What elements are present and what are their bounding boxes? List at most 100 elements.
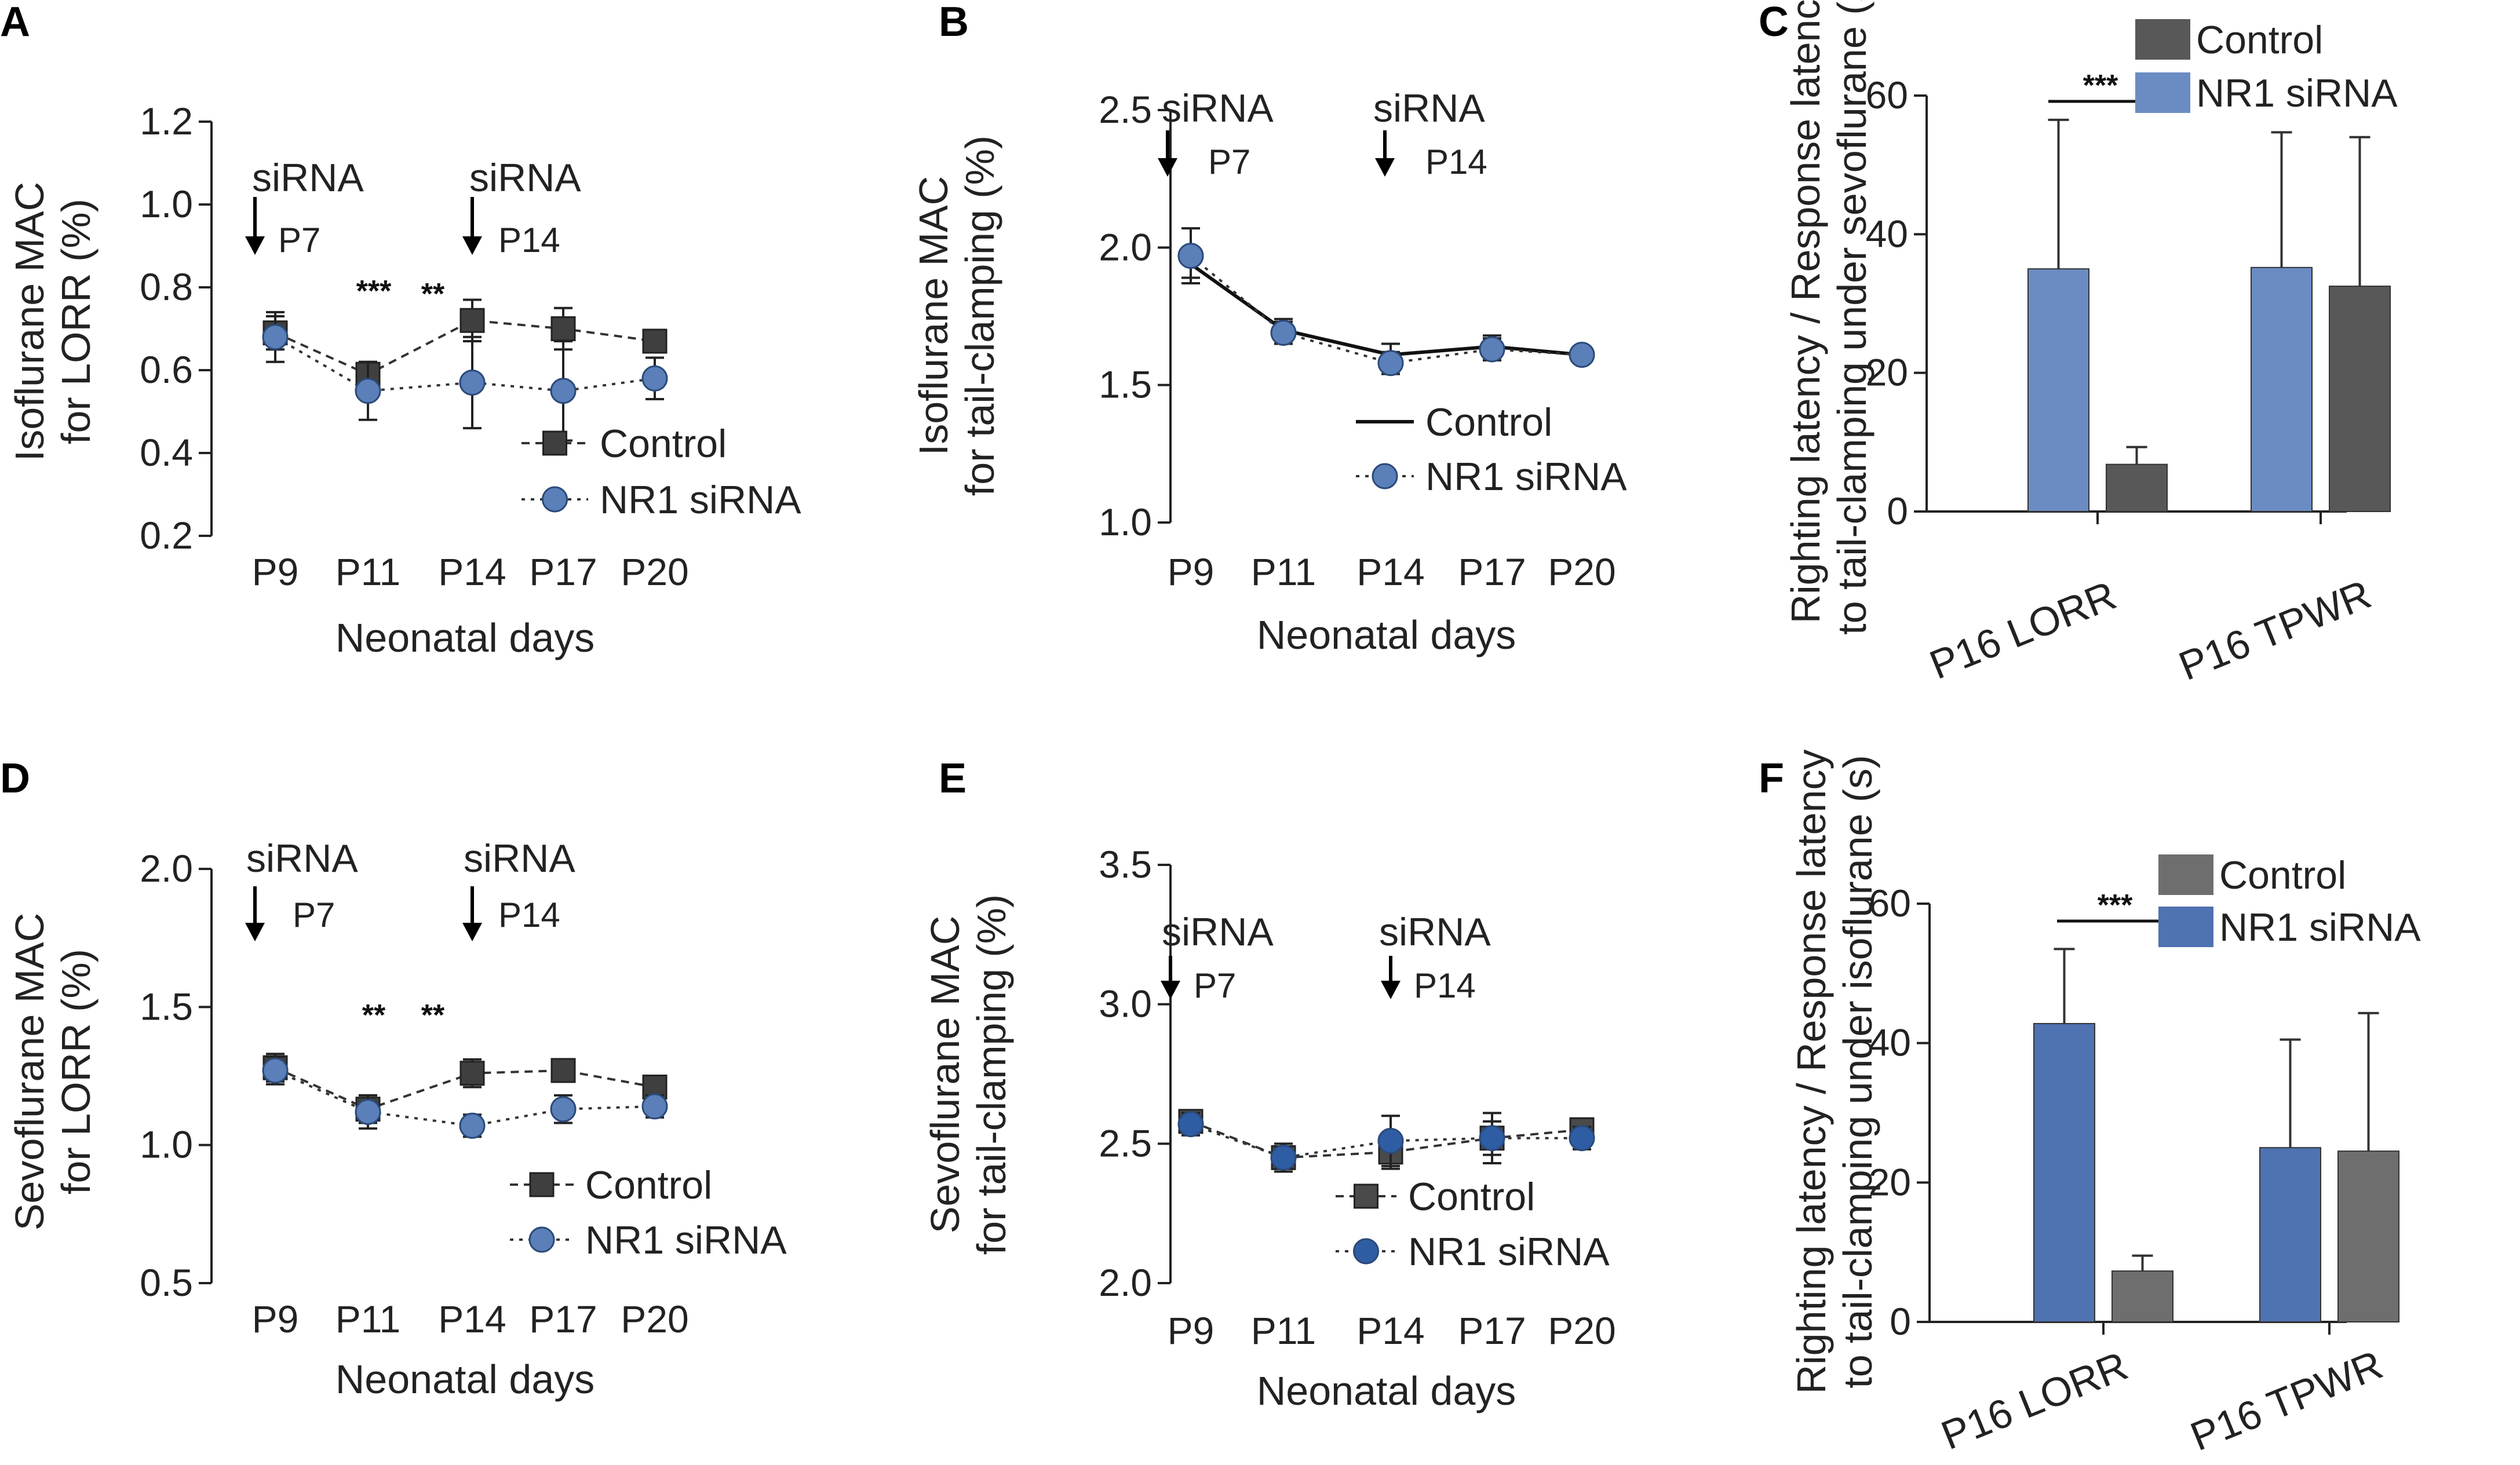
bar-control xyxy=(2329,286,2391,512)
legend-label: NR1 siRNA xyxy=(2196,71,2398,115)
x-tick-label: P17 xyxy=(1458,550,1526,593)
y-axis-title-line-2: for tail-clamping (%) xyxy=(957,136,1002,496)
data-point-nr1-sirna xyxy=(1177,243,1204,269)
sirna-day-label: P14 xyxy=(1425,143,1487,181)
y-tick-label: 1.0 xyxy=(1099,500,1152,543)
sirna-day-label: P7 xyxy=(1208,143,1250,181)
significance-stars: ** xyxy=(362,999,386,1032)
x-tick-label: P20 xyxy=(621,1298,688,1340)
sirna-annotation-label: siRNA xyxy=(1379,910,1491,954)
series-line-control xyxy=(275,319,655,376)
data-point-nr1-sirna xyxy=(1377,350,1404,377)
panel-letter: F xyxy=(1759,755,1784,802)
y-tick-label: 40 xyxy=(1869,1021,1911,1064)
sirna-annotation-label: siRNA xyxy=(1162,86,1274,130)
data-point-nr1-sirna xyxy=(1377,1128,1404,1155)
y-tick-label: 20 xyxy=(1869,1160,1911,1203)
x-tick-label: P9 xyxy=(1168,1309,1215,1352)
y-tick-label: 1.5 xyxy=(1099,363,1152,406)
legend-swatch xyxy=(2135,19,2190,60)
data-point-nr1-sirna xyxy=(550,1096,577,1123)
x-tick-label: P11 xyxy=(1251,550,1316,593)
data-point-control xyxy=(550,316,576,341)
y-tick-label: 2.0 xyxy=(140,847,193,890)
data-point-nr1-sirna xyxy=(641,1093,668,1120)
legend-marker xyxy=(1354,1183,1378,1209)
y-tick-label: 1.0 xyxy=(140,1123,193,1166)
y-tick-label: 1.0 xyxy=(140,182,193,225)
significance-stars: *** xyxy=(2083,69,2118,103)
y-tick-label: 0 xyxy=(1890,1300,1911,1343)
y-tick-label: 0.6 xyxy=(140,348,193,391)
x-axis-title: Neonatal days xyxy=(335,615,595,660)
legend-label: Control xyxy=(2196,18,2323,62)
y-tick-label: 60 xyxy=(1869,882,1911,925)
bar-nr1-sirna xyxy=(2027,268,2089,512)
y-axis-title-line-1: Sevoflurane MAC xyxy=(7,913,52,1231)
legend-label: Control xyxy=(600,422,727,466)
y-tick-label: 2.0 xyxy=(1099,225,1152,268)
legend-label: Control xyxy=(2219,853,2346,897)
y-axis-title-line-1: Isoflurane MAC xyxy=(911,176,956,455)
x-tick-label: P11 xyxy=(335,550,401,593)
sirna-day-label: P7 xyxy=(278,221,320,260)
data-point-control xyxy=(550,1058,576,1083)
y-axis-title-line-2: for LORR (%) xyxy=(53,949,99,1194)
sirna-arrow-head xyxy=(1375,158,1395,177)
y-tick-label: 20 xyxy=(1866,351,1908,394)
legend-label: Control xyxy=(1425,400,1552,444)
x-tick-label: P9 xyxy=(252,1298,299,1340)
y-axis-title-line-2: for LORR (%) xyxy=(53,199,99,444)
y-axis-title-line-1: Righting latency / Response latency xyxy=(1789,750,1834,1394)
data-point-nr1-sirna xyxy=(459,1112,486,1139)
y-tick-label: 40 xyxy=(1866,212,1908,255)
legend-marker xyxy=(1353,1238,1379,1265)
significance-stars: ** xyxy=(421,999,445,1032)
sirna-annotation-label: siRNA xyxy=(246,836,358,881)
series-line-nr1-sirna xyxy=(274,336,655,392)
legend-label: NR1 siRNA xyxy=(1408,1230,1610,1274)
y-axis-title: Righting latency / Response latencyto ta… xyxy=(1783,0,1874,635)
legend-label: NR1 siRNA xyxy=(2219,905,2421,949)
y-tick-label: 0.5 xyxy=(140,1261,193,1304)
x-tick-label: P14 xyxy=(1356,1309,1424,1352)
significance-stars: *** xyxy=(2098,889,2133,922)
data-point-nr1-sirna xyxy=(1569,341,1595,368)
y-tick-label: 0 xyxy=(1887,489,1908,532)
data-point-control xyxy=(459,1061,485,1086)
data-point-nr1-sirna xyxy=(262,1057,289,1084)
significance-stars: *** xyxy=(356,275,392,308)
legend-label: Control xyxy=(1408,1175,1535,1219)
data-point-nr1-sirna xyxy=(1177,1111,1204,1138)
sirna-arrow-head xyxy=(462,923,482,941)
y-axis-title: Isoflurane MACfor tail-clamping (%) xyxy=(911,136,1002,496)
y-tick-label: 1.5 xyxy=(140,985,193,1028)
panel-d: D 0.5 1.0 1.5 2.0 Sevoflurane MACfor LORR (%)… xyxy=(0,755,787,1402)
y-tick-label: 3.0 xyxy=(1099,982,1152,1025)
legend-label: NR1 siRNA xyxy=(1425,455,1627,499)
x-tick-label: P9 xyxy=(252,550,299,593)
data-point-control xyxy=(459,308,485,333)
y-axis-title: Righting latency / Response latencyto ta… xyxy=(1789,750,1880,1394)
sirna-day-label: P7 xyxy=(293,896,335,934)
x-axis-title: Neonatal days xyxy=(335,1357,595,1402)
data-point-nr1-sirna xyxy=(459,369,486,396)
sirna-arrow-head xyxy=(462,236,482,255)
legend-swatch xyxy=(2158,854,2213,895)
y-axis-title-line-2: to tail-clamping under sevoflurane (s) xyxy=(1829,0,1874,635)
legend-label: Control xyxy=(585,1163,712,1207)
legend-marker xyxy=(529,1172,555,1197)
sirna-arrow-head xyxy=(245,923,265,941)
y-tick-label: 60 xyxy=(1866,74,1908,116)
panel-letter: A xyxy=(0,0,30,45)
sirna-annotation-label: siRNA xyxy=(252,156,364,200)
y-tick-label: 1.2 xyxy=(140,100,193,143)
y-tick-label: 2.5 xyxy=(1099,1121,1152,1164)
legend-marker xyxy=(542,430,567,456)
panel-e: E 2.0 2.5 3.0 3.5 Sevoflurane MACfor tail-cla… xyxy=(922,755,1616,1413)
bar-control xyxy=(2106,463,2168,512)
sirna-annotation-label: siRNA xyxy=(469,156,581,200)
x-tick-label: P14 xyxy=(438,550,506,593)
